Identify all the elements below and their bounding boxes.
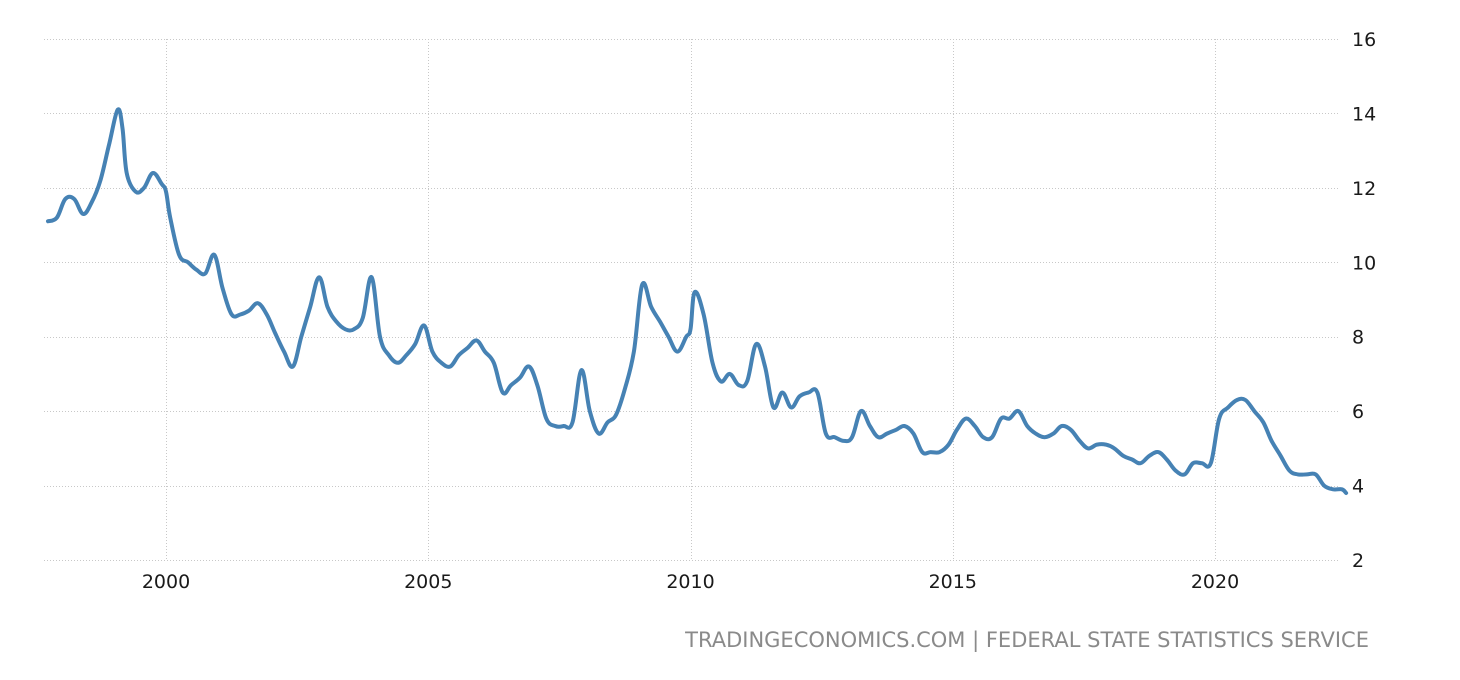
y-axis-tick-labels: 2 4 6 8 10 12 14 16 [1352, 29, 1376, 572]
x-axis-tick-labels: 2000 2005 2010 2015 2020 [142, 571, 1239, 593]
y-tick-label: 16 [1352, 29, 1376, 51]
y-tick-label: 14 [1352, 103, 1376, 125]
x-tick-label: 2020 [1191, 571, 1239, 593]
y-tick-label: 8 [1352, 327, 1364, 349]
series-group [46, 107, 1349, 495]
series-line [46, 107, 1349, 495]
y-tick-label: 6 [1352, 401, 1364, 423]
y-tick-label: 10 [1352, 252, 1376, 274]
x-tick-label: 2000 [142, 571, 190, 593]
source-attribution: TRADINGECONOMICS.COM | FEDERAL STATE STA… [685, 628, 1369, 652]
x-tick-label: 2015 [929, 571, 977, 593]
y-tick-label: 12 [1352, 178, 1376, 200]
x-tick-label: 2010 [666, 571, 714, 593]
y-tick-label: 2 [1352, 550, 1364, 572]
y-tick-label: 4 [1352, 476, 1364, 498]
x-tick-label: 2005 [404, 571, 452, 593]
